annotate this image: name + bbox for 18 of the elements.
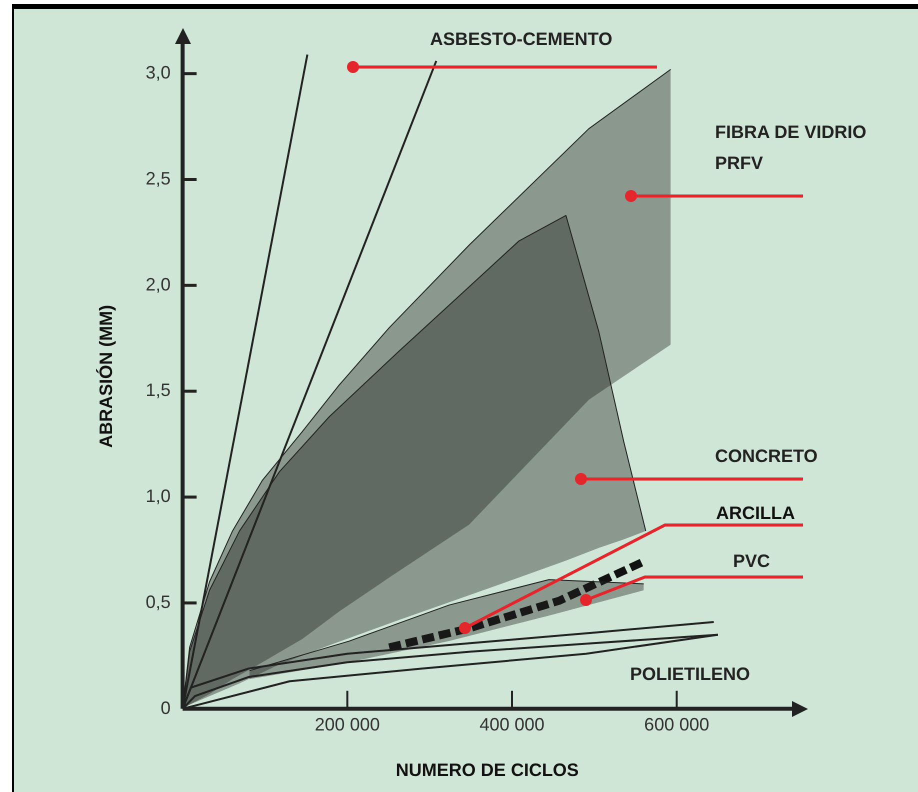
series-label: ASBESTO-CEMENTO [430,28,612,49]
y-tick-label: 0 [160,698,171,718]
text: ARCILLA [716,502,795,523]
text: PVC [733,550,770,571]
y-tick-label: 1,5 [146,380,171,400]
series-label: POLIETILENO [630,664,750,684]
y-tick-label: 2,5 [146,168,171,188]
x-tick-label: 600 000 [644,714,710,735]
text: FIBRA DE VIDRIO PRFV [715,122,866,173]
y-tick-label: 0,5 [146,592,171,612]
y-tick-label: 2,0 [146,274,171,294]
y-tick-label: 3,0 [146,62,171,83]
y-tick-label: 1,0 [146,486,171,506]
y-axis-title: ABRASIÓN (MM) [96,304,116,448]
x-tick-label: 400 000 [479,714,545,735]
text: CONCRETO [715,446,818,466]
x-tick-label: 200 000 [314,714,380,735]
x-axis-title: NUMERO DE CICLOS [396,760,579,780]
